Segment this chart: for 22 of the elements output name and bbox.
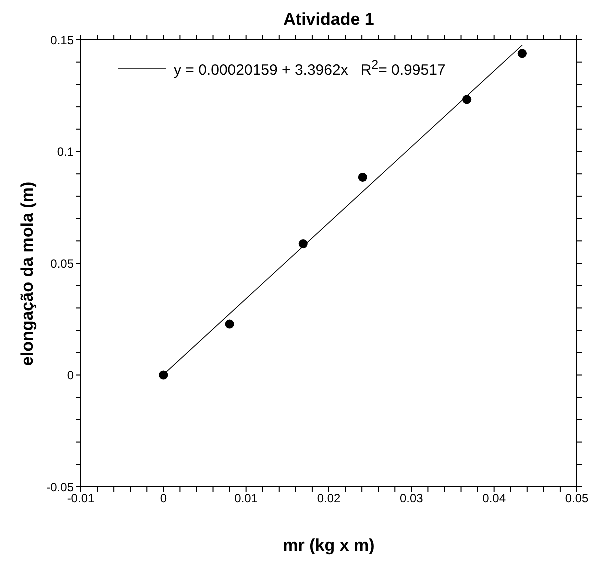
x-tick-label: -0.01 xyxy=(67,492,95,506)
legend-label: y = 0.00020159 + 3.3962x R$^{2}$= 0.99517 xyxy=(174,58,446,79)
point xyxy=(518,49,527,58)
y-tick-label: -0.05 xyxy=(46,480,74,494)
point xyxy=(462,95,472,104)
x-axis-title: mr (kg x m) xyxy=(282,536,376,556)
x-tick-label: 0.03 xyxy=(400,492,424,506)
point xyxy=(159,370,168,380)
x-tick-label: 0 xyxy=(160,492,168,506)
x-tick-label: 0.05 xyxy=(565,492,589,506)
point xyxy=(358,172,368,182)
y-tick-label: 0.15 xyxy=(50,33,74,48)
x-tick-label: 0.01 xyxy=(234,492,258,506)
y-tick-label: 0.05 xyxy=(50,256,74,271)
x-tick-label: 0.04 xyxy=(482,492,506,506)
chart-title: Atividade 1 xyxy=(282,10,376,30)
y-tick-label: 0 xyxy=(67,368,74,383)
y-axis-title: elongação da mola (m) xyxy=(18,182,38,366)
point xyxy=(298,240,308,249)
y-tick-label: 0.1 xyxy=(57,145,74,160)
x-tick-label: 0.02 xyxy=(317,492,341,506)
point xyxy=(225,320,234,329)
